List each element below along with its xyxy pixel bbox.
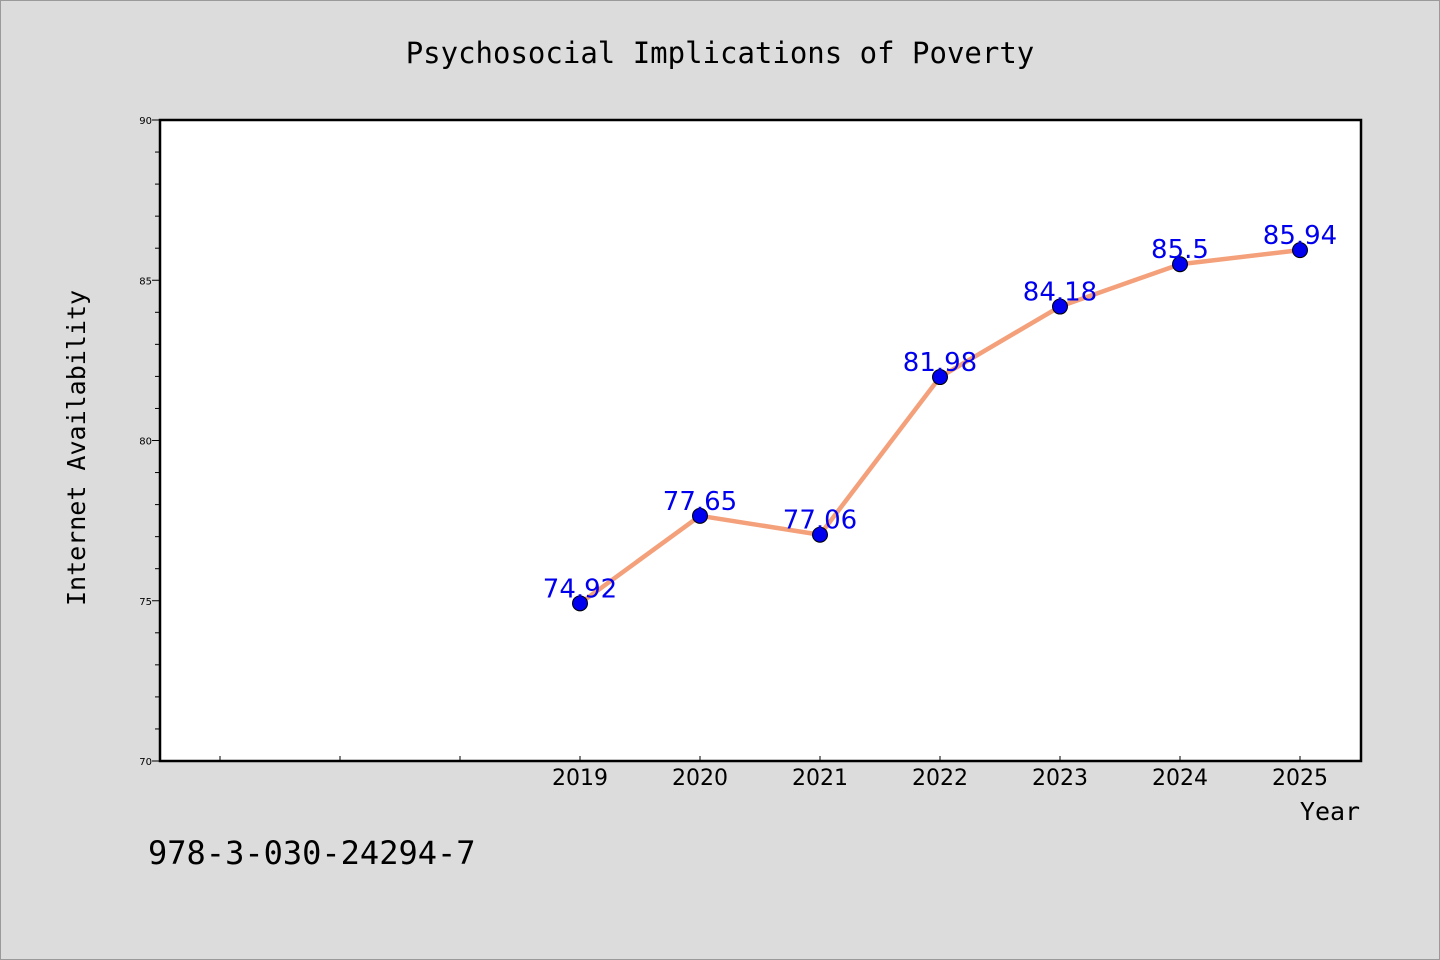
- y-tick-label: 90: [139, 116, 152, 127]
- y-axis: 70 75 80 85 90: [139, 116, 160, 768]
- plot-area: [160, 120, 1361, 761]
- data-point: [572, 595, 588, 612]
- data-point: [1292, 242, 1308, 259]
- data-label: 77.65: [663, 487, 737, 517]
- chart-title: Psychosocial Implications of Poverty: [406, 36, 1035, 70]
- x-axis-label: Year: [1300, 797, 1360, 826]
- x-axis: 2019 2020 2021 2022 2023 2024 2025: [219, 756, 1328, 791]
- x-tick-label: 2019: [552, 766, 608, 791]
- y-tick-label: 85: [139, 276, 152, 287]
- y-tick-label: 80: [139, 437, 152, 448]
- data-label: 84.18: [1023, 278, 1097, 308]
- isbn-label: 978-3-030-24294-7: [148, 834, 476, 872]
- data-label: 77.06: [783, 506, 857, 536]
- x-tick-label: 2022: [912, 766, 968, 791]
- data-label: 81.98: [903, 348, 977, 378]
- data-label: 85.94: [1263, 221, 1337, 251]
- x-tick-label: 2025: [1272, 766, 1328, 791]
- data-point: [932, 369, 948, 386]
- x-tick-label: 2020: [672, 766, 728, 791]
- data-point: [1052, 298, 1068, 315]
- x-tick-label: 2021: [792, 766, 848, 791]
- y-tick-label: 70: [139, 757, 152, 768]
- data-label: 74.92: [543, 574, 617, 604]
- y-tick-label: 75: [139, 597, 152, 608]
- data-markers: [572, 242, 1308, 612]
- x-tick-label: 2023: [1032, 766, 1088, 791]
- y-axis-label: Internet Availability: [62, 290, 91, 606]
- x-tick-label: 2024: [1152, 766, 1208, 791]
- data-point: [692, 507, 708, 524]
- data-labels: 74.92 77.65 77.06 81.98 84.18 85.5 85.94: [543, 221, 1337, 604]
- data-point: [1172, 256, 1188, 273]
- data-label: 85.5: [1151, 235, 1209, 265]
- data-point: [812, 526, 828, 543]
- plot-border: [158, 118, 1363, 763]
